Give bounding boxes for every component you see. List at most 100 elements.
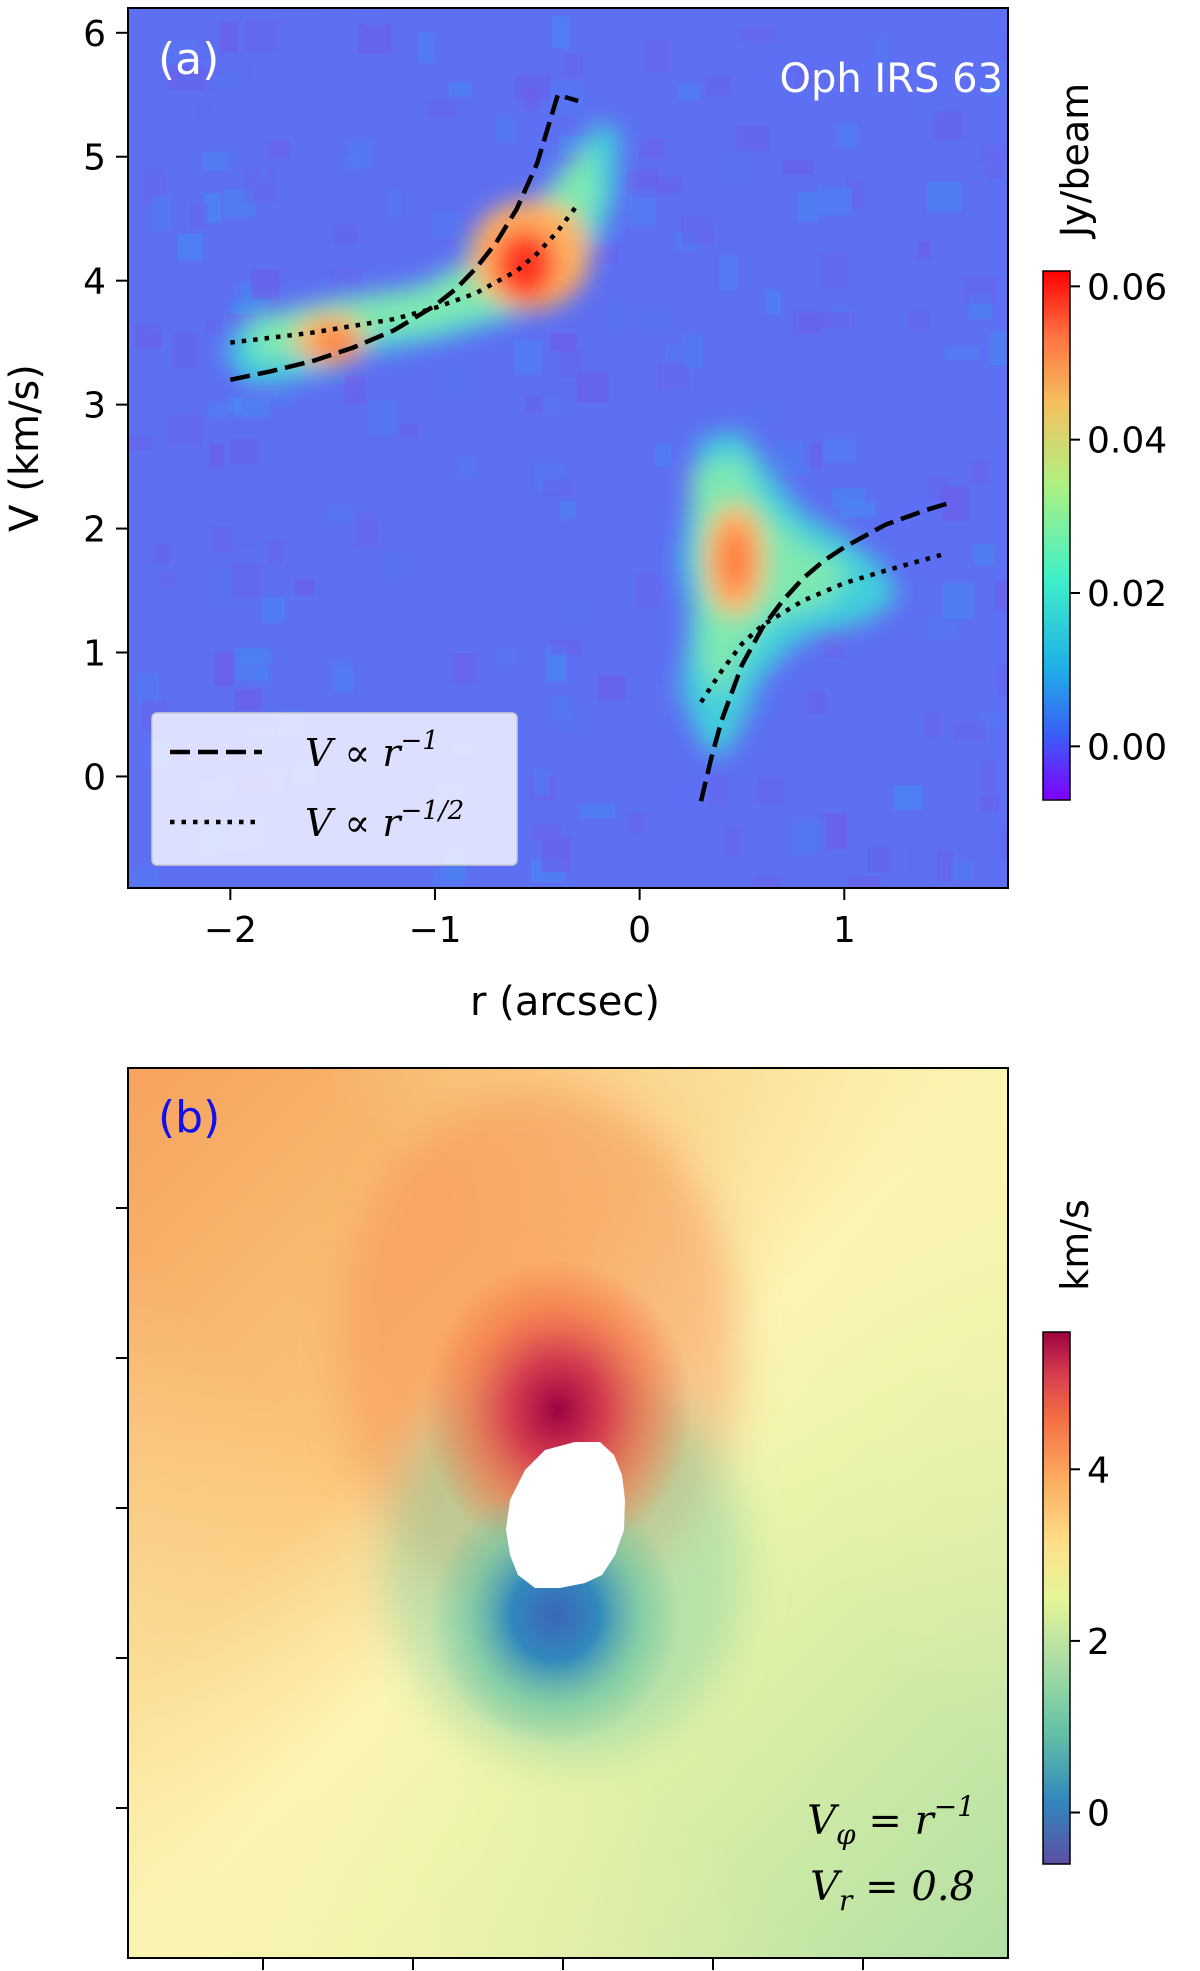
panel-a-ylabel: V (km/s) [2,364,48,532]
heatmap-noise [128,9,1008,888]
noise-cell [206,318,223,336]
model-label-vr-rest: = 0.8 [852,1864,975,1910]
noise-cell [677,84,700,101]
noise-cell [753,876,780,888]
noise-cell [257,519,283,546]
noise-cell [339,643,368,667]
noise-cell [268,139,290,159]
noise-cell [388,188,403,218]
noise-cell [448,82,472,97]
noise-cell [358,24,391,54]
noise-cell [552,16,570,49]
noise-cell [159,570,177,590]
colorbar-tick-label: 0.06 [1087,267,1167,308]
noise-cell [524,394,545,414]
noise-cell [532,462,567,492]
noise-cell [736,125,770,151]
colorbar-tick-label: 0.04 [1087,421,1167,462]
noise-cell [884,717,901,733]
noise-cell [945,345,981,360]
noise-cell [875,35,891,70]
noise-cell [515,74,551,101]
noise-cell [532,824,561,841]
redshifted-lobe [423,1260,693,1560]
noise-cell [643,39,670,72]
noise-cell [682,334,704,369]
noise-cell [274,390,294,406]
model-label-vr: Vr = 0.8 [810,1864,975,1917]
noise-cell [245,19,277,53]
noise-cell [655,177,682,194]
noise-cell [559,501,577,521]
noise-cell [937,850,954,881]
noise-cell [664,346,681,364]
noise-cell [128,436,153,451]
panel-b-velocity-map [128,1068,1008,1958]
noise-cell [344,376,366,405]
noise-cell [433,868,466,888]
noise-cell [145,307,163,333]
noise-cell [431,211,462,237]
noise-cell [341,154,359,173]
model-label-vphi-sub: φ [836,1818,856,1851]
y-tick-label: 6 [83,14,106,55]
noise-cell [981,760,996,793]
noise-cell [621,436,640,452]
colorbar-a-ticks: 0.00 0.02 0.04 0.06 [1070,267,1167,768]
colorbar-b-gradient [1042,1331,1071,1865]
noise-cell [327,505,355,523]
panel-a-colorbar: 0.00 0.02 0.04 0.06 Jy/beam [1042,83,1167,801]
noise-cell [978,710,1008,730]
noise-cell [802,441,823,468]
noise-cell [203,193,221,224]
noise-cell [529,775,557,800]
noise-cell [609,298,627,330]
noise-cell [757,777,785,804]
noise-cell [563,516,599,542]
noise-cell [542,479,572,496]
noise-cell [533,769,550,795]
noise-cell [541,837,572,873]
legend-dotted-exponent: −1/2 [400,796,464,826]
noise-cell [207,73,241,89]
noise-cell [548,729,576,765]
legend-dashed-exponent: −1 [400,726,438,756]
noise-cell [440,587,467,618]
noise-cell [622,268,654,299]
panel-a-heatmap [128,8,1008,888]
noise-cell [209,443,225,470]
noise-cell [793,311,822,335]
noise-cell [849,876,881,888]
noise-cell [168,65,204,91]
noise-cell [637,572,661,608]
x-tick-label: 1 [833,910,856,951]
noise-cell [214,651,235,687]
y-tick-label: 1 [83,634,106,675]
noise-cell [559,349,582,378]
noise-cell [514,339,541,374]
noise-cell [365,682,399,718]
noise-cell [1006,201,1008,225]
noise-cell [597,674,626,701]
noise-cell [275,10,308,47]
noise-cell [151,195,172,231]
model-label-vr-sub: r [839,1884,854,1917]
noise-cell [364,9,383,28]
noise-cell [232,564,260,599]
noise-cell [800,316,821,334]
noise-cell [251,269,280,299]
noise-cell [383,553,409,578]
noise-cell [964,9,985,31]
noise-cell [629,812,645,833]
noise-cell [234,647,269,681]
colorbar-tick-label: 4 [1087,1450,1110,1491]
y-tick-label: 4 [83,262,106,303]
colorbar-tick-label: 0 [1087,1794,1110,1835]
legend-dotted-name: V ∝ r [305,801,403,845]
noise-cell [972,460,988,484]
noise-cell [427,100,457,119]
noise-cell [831,488,866,508]
noise-cell [933,111,964,140]
noise-cell [550,640,582,655]
